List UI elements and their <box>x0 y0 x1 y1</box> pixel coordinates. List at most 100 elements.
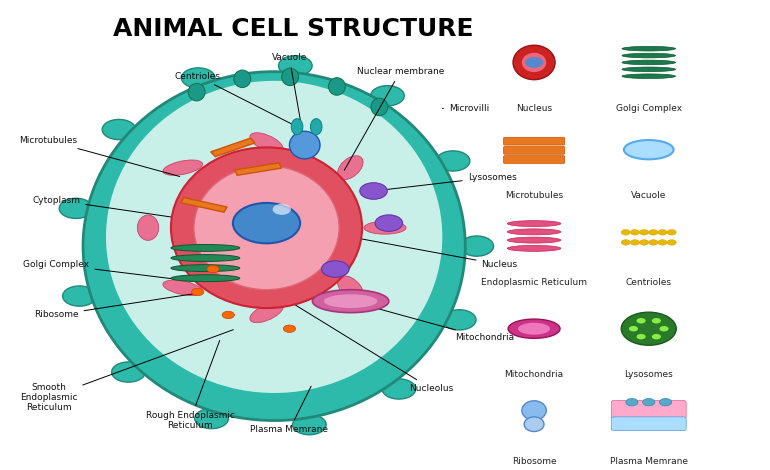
Circle shape <box>293 415 326 435</box>
Ellipse shape <box>507 220 561 227</box>
Circle shape <box>640 229 649 235</box>
Text: Mitochondria: Mitochondria <box>504 370 564 379</box>
Circle shape <box>59 198 93 219</box>
Circle shape <box>233 203 300 243</box>
FancyBboxPatch shape <box>611 400 686 419</box>
Ellipse shape <box>364 221 406 234</box>
Ellipse shape <box>507 245 561 251</box>
Text: Centrioles: Centrioles <box>175 72 295 125</box>
Text: Golgi Complex: Golgi Complex <box>616 104 681 113</box>
Circle shape <box>283 325 296 332</box>
FancyArrow shape <box>235 163 281 175</box>
Circle shape <box>643 399 654 406</box>
Ellipse shape <box>137 215 159 240</box>
Circle shape <box>651 318 661 323</box>
Ellipse shape <box>522 53 546 72</box>
Text: Lysosomes: Lysosomes <box>377 172 517 191</box>
Ellipse shape <box>522 401 546 420</box>
Text: Endoplasmic Reticulum: Endoplasmic Reticulum <box>481 278 587 287</box>
Circle shape <box>659 326 668 331</box>
Ellipse shape <box>249 133 283 153</box>
Ellipse shape <box>310 119 322 135</box>
Circle shape <box>629 326 638 331</box>
Circle shape <box>626 399 638 406</box>
Circle shape <box>649 240 658 245</box>
Ellipse shape <box>513 45 555 80</box>
Ellipse shape <box>249 303 283 323</box>
Text: Microvilli: Microvilli <box>442 104 489 113</box>
Text: Lysosomes: Lysosomes <box>624 370 673 379</box>
Circle shape <box>667 229 676 235</box>
Circle shape <box>443 310 476 330</box>
Circle shape <box>382 379 416 399</box>
Text: Vacuole: Vacuole <box>272 54 307 142</box>
Circle shape <box>637 318 646 323</box>
Ellipse shape <box>329 78 345 95</box>
Ellipse shape <box>188 83 205 101</box>
Circle shape <box>207 266 219 273</box>
Ellipse shape <box>337 156 363 180</box>
FancyBboxPatch shape <box>611 417 686 431</box>
Ellipse shape <box>324 294 377 308</box>
Ellipse shape <box>622 47 675 51</box>
Circle shape <box>649 229 658 235</box>
Circle shape <box>640 240 649 245</box>
Ellipse shape <box>171 244 239 251</box>
Circle shape <box>637 334 646 339</box>
FancyBboxPatch shape <box>504 137 564 145</box>
Circle shape <box>375 215 403 231</box>
FancyArrow shape <box>181 197 227 212</box>
Ellipse shape <box>171 148 362 308</box>
Ellipse shape <box>371 98 388 116</box>
Ellipse shape <box>290 131 320 159</box>
Circle shape <box>279 55 312 76</box>
Text: Vacuole: Vacuole <box>631 191 666 200</box>
Circle shape <box>621 229 631 235</box>
Ellipse shape <box>313 290 389 313</box>
Circle shape <box>195 408 229 429</box>
Ellipse shape <box>524 417 544 431</box>
Ellipse shape <box>83 71 465 421</box>
Circle shape <box>360 183 387 199</box>
FancyBboxPatch shape <box>504 147 564 154</box>
Circle shape <box>621 312 676 345</box>
Circle shape <box>659 399 671 406</box>
Ellipse shape <box>163 280 203 296</box>
Circle shape <box>273 204 291 215</box>
Ellipse shape <box>282 68 299 86</box>
Text: Cytoplasm: Cytoplasm <box>32 196 210 223</box>
Circle shape <box>370 86 404 106</box>
Circle shape <box>621 240 631 245</box>
Text: ANIMAL CELL STRUCTURE: ANIMAL CELL STRUCTURE <box>113 16 474 40</box>
Text: Rough Endoplasmic
Reticulum: Rough Endoplasmic Reticulum <box>146 340 235 430</box>
Circle shape <box>658 240 667 245</box>
Text: Microtubules: Microtubules <box>505 191 563 200</box>
Ellipse shape <box>234 70 251 87</box>
Circle shape <box>112 362 146 382</box>
Ellipse shape <box>291 119 303 135</box>
Text: Plasma Memrane: Plasma Memrane <box>250 386 329 434</box>
Ellipse shape <box>508 319 560 338</box>
Text: Plasma Memrane: Plasma Memrane <box>610 457 688 466</box>
Ellipse shape <box>622 67 675 71</box>
Circle shape <box>182 68 215 88</box>
Ellipse shape <box>624 140 674 159</box>
Text: Golgi Complex: Golgi Complex <box>23 260 203 282</box>
Circle shape <box>525 57 544 68</box>
Ellipse shape <box>622 60 675 65</box>
Ellipse shape <box>622 53 675 58</box>
Circle shape <box>223 311 234 319</box>
Text: Ribosome: Ribosome <box>34 292 203 320</box>
Text: Microtubules: Microtubules <box>19 136 179 177</box>
Ellipse shape <box>171 275 239 282</box>
FancyArrow shape <box>211 138 255 157</box>
Circle shape <box>192 288 204 296</box>
FancyBboxPatch shape <box>504 156 564 164</box>
Circle shape <box>62 286 96 306</box>
Ellipse shape <box>171 255 239 261</box>
Text: Ribosome: Ribosome <box>512 457 557 466</box>
Circle shape <box>102 119 136 140</box>
Ellipse shape <box>507 237 561 243</box>
Text: Nucleolus: Nucleolus <box>276 293 453 393</box>
Text: Nuclear membrane: Nuclear membrane <box>344 67 444 170</box>
